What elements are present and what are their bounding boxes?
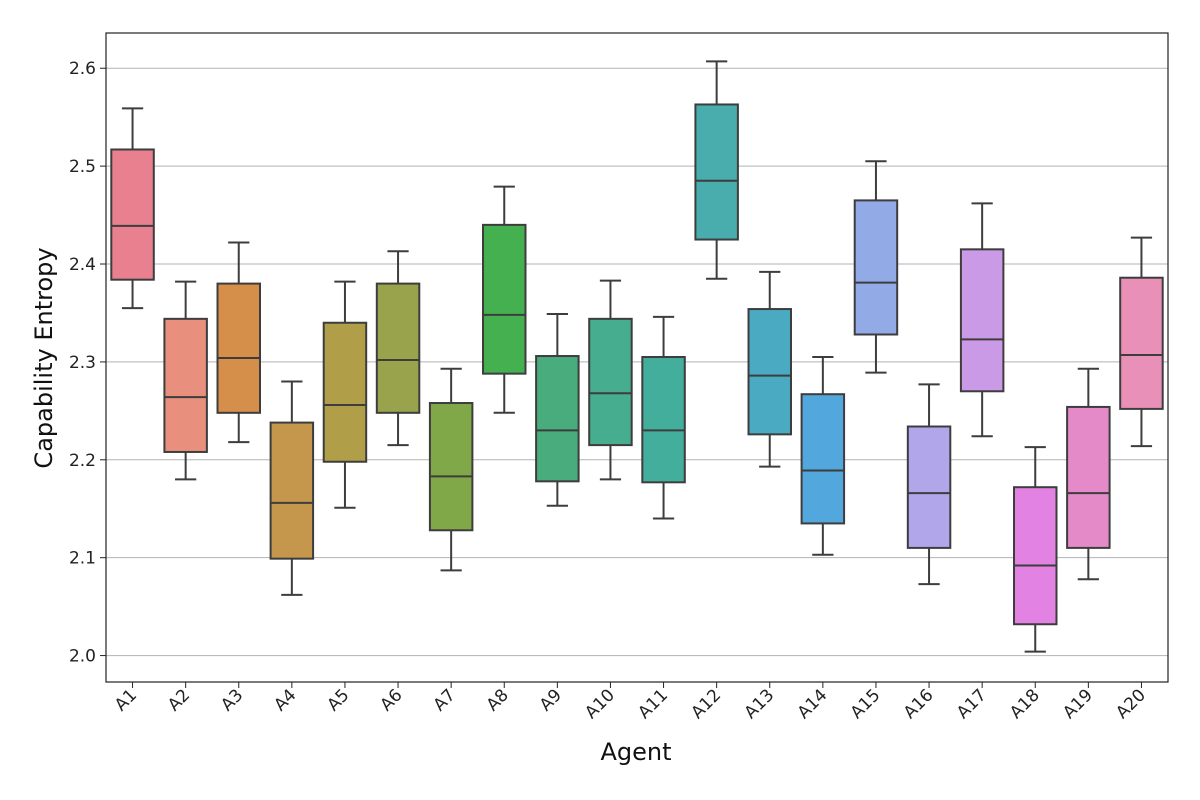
- box-A4: [269, 380, 315, 596]
- y-axis-label: Capability Entropy: [30, 247, 58, 468]
- iqr-box: [535, 355, 580, 483]
- x-tick-label: A13: [741, 685, 779, 723]
- box-A2: [163, 280, 208, 481]
- box-A6: [375, 250, 421, 447]
- x-tick-label: A16: [900, 685, 938, 723]
- x-tick-label: A1: [111, 685, 141, 715]
- x-tick-label: A11: [634, 685, 672, 723]
- x-tick-label: A4: [270, 685, 300, 715]
- iqr-box: [1119, 276, 1164, 410]
- x-tick-label: A7: [430, 685, 460, 715]
- x-tick-label: A2: [164, 685, 194, 715]
- box-A16: [906, 383, 952, 586]
- x-tick-label: A10: [581, 685, 619, 723]
- box-A8: [482, 185, 527, 414]
- y-tick-label: 2.0: [69, 647, 96, 667]
- x-tick-label: A15: [847, 685, 885, 723]
- iqr-box: [747, 308, 792, 436]
- x-tick-label: A6: [377, 685, 407, 715]
- iqr-box: [959, 248, 1005, 393]
- iqr-box: [375, 282, 421, 414]
- x-tick-label: A5: [323, 685, 353, 715]
- y-tick-label: 2.6: [69, 59, 96, 79]
- x-tick-label: A17: [953, 685, 991, 723]
- box-A5: [322, 280, 368, 509]
- iqr-box: [482, 223, 527, 375]
- box-A3: [216, 241, 261, 444]
- box-A13: [747, 270, 792, 468]
- y-tick-label: 2.2: [69, 451, 96, 471]
- plot-frame: [105, 32, 1169, 683]
- box-A15: [853, 160, 899, 374]
- y-tick-label: 2.4: [69, 255, 96, 275]
- iqr-box: [588, 317, 633, 447]
- box-A18: [1013, 446, 1058, 653]
- box-A9: [535, 312, 580, 507]
- y-tick-label: 2.1: [69, 549, 96, 569]
- y-tick-label: 2.5: [69, 157, 96, 177]
- y-tick-label: 2.3: [69, 353, 96, 373]
- iqr-box: [322, 321, 368, 463]
- iqr-box: [269, 421, 315, 560]
- boxes-group: [110, 60, 1164, 653]
- x-tick-label: A3: [217, 685, 247, 715]
- x-tick-label: A14: [794, 685, 832, 723]
- box-A1: [110, 107, 155, 310]
- iqr-box: [163, 317, 208, 453]
- box-A19: [1066, 367, 1111, 581]
- x-tick-label: A20: [1112, 685, 1150, 723]
- box-A14: [800, 356, 846, 556]
- box-A20: [1119, 236, 1164, 448]
- iqr-box: [641, 356, 686, 484]
- iqr-box: [110, 148, 155, 281]
- x-tick-label: A12: [688, 685, 726, 723]
- iqr-box: [853, 199, 899, 336]
- box-A12: [694, 60, 739, 280]
- plot-background: [106, 33, 1168, 682]
- box-A17: [959, 202, 1005, 438]
- x-axis-ticks: A1 A2 A3 A4 A5 A6 A7 A8 A9 A10 A11 A12 A13 A14 A15 A16 A…: [111, 682, 1150, 723]
- x-tick-label: A19: [1059, 685, 1097, 723]
- box-A11: [641, 315, 686, 520]
- iqr-box: [906, 425, 952, 549]
- iqr-box: [694, 103, 739, 241]
- x-tick-label: A18: [1006, 685, 1044, 723]
- iqr-box: [428, 402, 474, 532]
- x-axis-label: Agent: [600, 738, 671, 766]
- iqr-box: [800, 393, 846, 525]
- x-tick-label: A8: [483, 685, 513, 715]
- iqr-box: [1013, 486, 1058, 626]
- box-A7: [428, 367, 474, 572]
- x-tick-label: A9: [536, 685, 566, 715]
- iqr-box: [216, 282, 261, 414]
- box-A10: [588, 279, 633, 481]
- y-axis-ticks: 2.0 2.1 2.2 2.3 2.4 2.5 2.6: [69, 59, 106, 667]
- iqr-box: [1066, 405, 1111, 549]
